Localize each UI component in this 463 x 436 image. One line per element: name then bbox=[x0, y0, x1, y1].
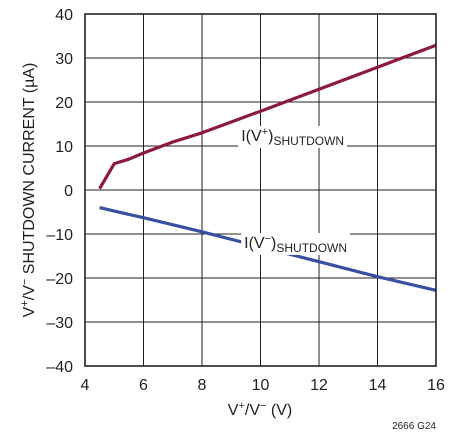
y-tick-labels: –40 –30 –20 –10 0 10 20 30 40 bbox=[46, 7, 73, 376]
x-tick-label: 16 bbox=[427, 377, 445, 394]
y-axis-title: V+/V− SHUTDOWN CURRENT (µA) bbox=[19, 63, 38, 318]
series-lines bbox=[98, 43, 437, 292]
x-tick-label: 8 bbox=[198, 377, 207, 394]
x-tick-label: 12 bbox=[310, 377, 328, 394]
series-line-2 bbox=[99, 206, 437, 292]
annotation-text: I(V+)SHUTDOWN bbox=[241, 126, 344, 148]
y-tick-label: –10 bbox=[46, 227, 73, 244]
annotations: I(V+)SHUTDOWN I(V−)SHUTDOWN bbox=[238, 126, 351, 255]
y-tick-label: 20 bbox=[55, 95, 73, 112]
x-tick-label: 6 bbox=[139, 377, 148, 394]
x-tick-label: 4 bbox=[81, 377, 90, 394]
x-tick-label: 10 bbox=[252, 377, 270, 394]
plot-frame bbox=[84, 13, 437, 367]
figure-id: 2666 G24 bbox=[392, 421, 436, 432]
annotation-text: I(V−)SHUTDOWN bbox=[244, 233, 347, 255]
series-line-1 bbox=[98, 43, 437, 190]
y-tick-label: –30 bbox=[46, 315, 73, 332]
x-tick-label: 14 bbox=[369, 377, 387, 394]
y-tick-label: 40 bbox=[55, 7, 73, 24]
y-tick-label: –40 bbox=[46, 359, 73, 376]
y-tick-label: 30 bbox=[55, 51, 73, 68]
y-tick-label: –20 bbox=[46, 271, 73, 288]
series-annotation-1: I(V+)SHUTDOWN bbox=[238, 126, 348, 148]
y-tick-label: 0 bbox=[64, 183, 73, 200]
y-tick-label: 10 bbox=[55, 139, 73, 156]
x-axis-title: V+/V− (V) bbox=[228, 400, 292, 419]
annotation-background bbox=[238, 126, 348, 148]
annotation-background bbox=[241, 232, 351, 255]
x-tick-labels: 4 6 8 10 12 14 16 bbox=[81, 377, 445, 394]
series-annotation-2: I(V−)SHUTDOWN bbox=[241, 232, 351, 255]
